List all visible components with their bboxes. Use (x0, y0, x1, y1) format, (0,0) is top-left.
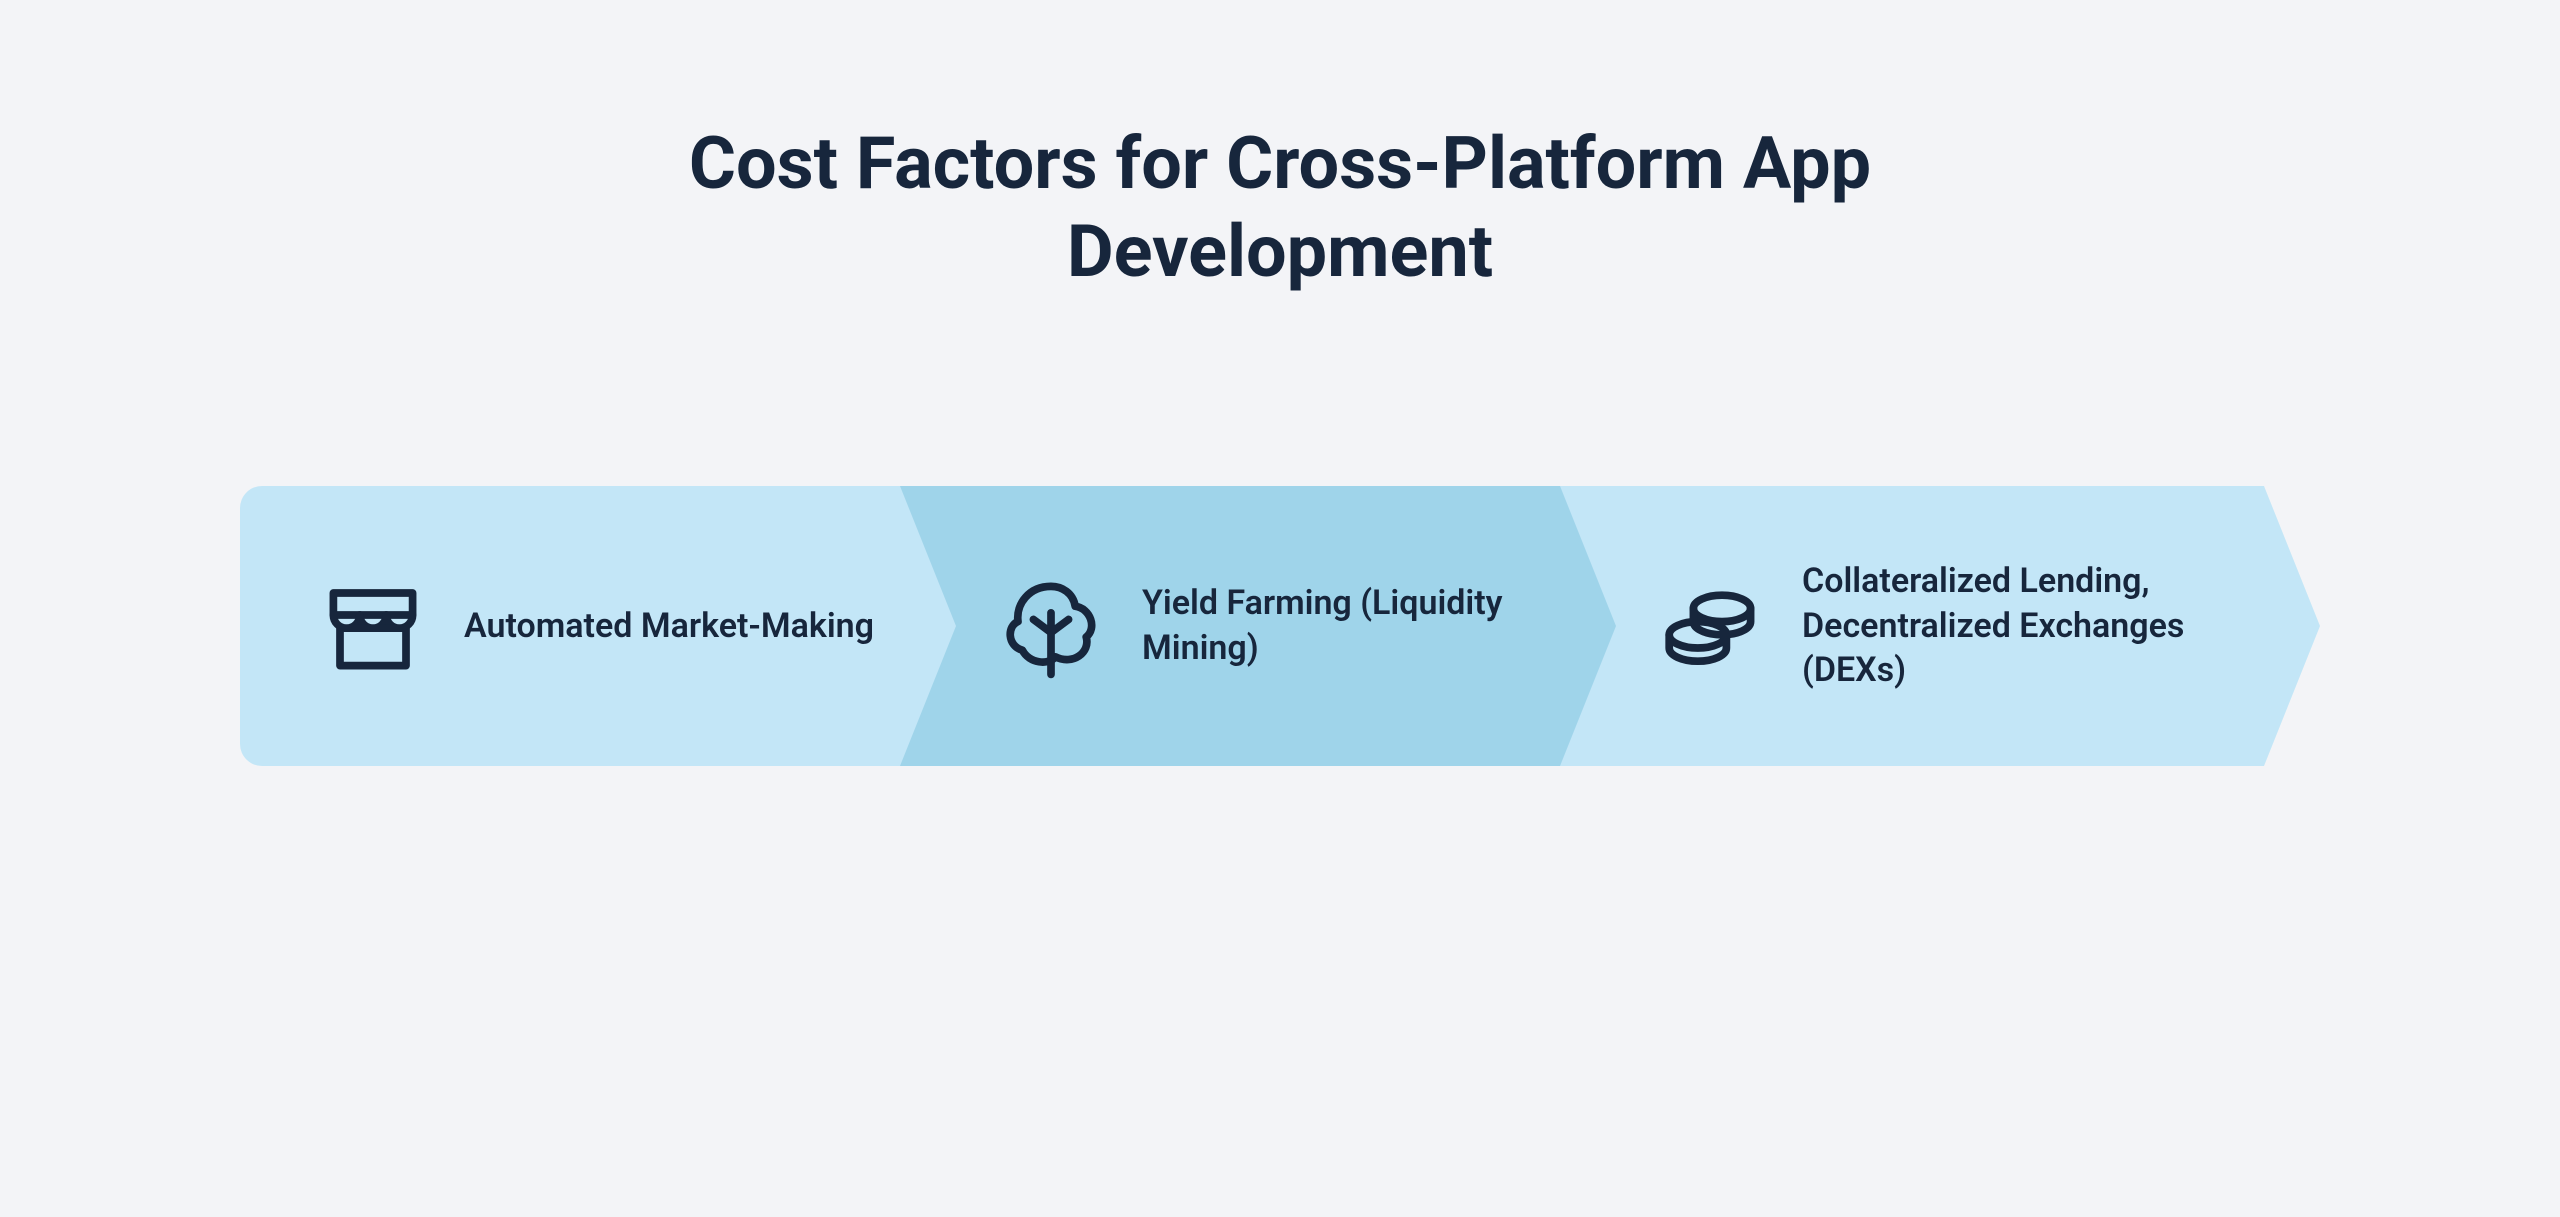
infographic-canvas: Cost Factors for Cross-Platform App Deve… (0, 0, 2560, 1217)
chevron-label: Collateralized Lending, Decentralized Ex… (1802, 559, 2280, 692)
page-title: Cost Factors for Cross-Platform App Deve… (580, 120, 1980, 296)
storefront-icon (318, 571, 428, 681)
tree-icon (996, 571, 1106, 681)
chevron-label: Automated Market-Making (464, 604, 874, 648)
chevron-collateralized-lending: Collateralized Lending, Decentralized Ex… (1560, 486, 2320, 766)
chevron-yield-farming: Yield Farming (Liquidity Mining) (900, 486, 1620, 766)
chevron-row: Automated Market-Making Yield Farming (L… (240, 486, 2320, 766)
chevron-label: Yield Farming (Liquidity Mining) (1142, 581, 1580, 669)
coins-icon (1656, 571, 1766, 681)
chevron-market-making: Automated Market-Making (240, 486, 960, 766)
